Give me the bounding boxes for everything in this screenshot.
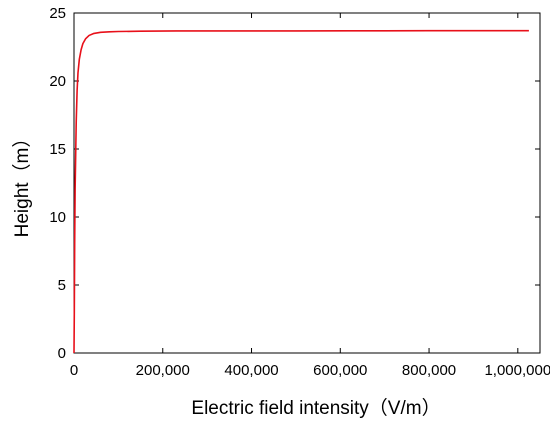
x-tick-label: 600,000 xyxy=(313,362,367,379)
series-group xyxy=(73,29,529,354)
x-tick-label: 800,000 xyxy=(402,362,456,379)
y-tick-label: 25 xyxy=(49,5,66,22)
plot-area-frame xyxy=(73,12,541,354)
x-tick-label: 0 xyxy=(70,362,78,379)
x-axis-label: Electric field intensity（V/m） xyxy=(191,397,440,419)
x-tick-label: 200,000 xyxy=(136,362,190,379)
y-tick-label: 5 xyxy=(58,277,66,294)
y-tick-label: 20 xyxy=(49,73,66,90)
y-tick-label: 0 xyxy=(58,345,66,362)
y-axis-label: Height（m） xyxy=(11,129,33,238)
x-tick-label: 400,000 xyxy=(224,362,278,379)
x-axis-ticks: 0 200,000 400,000 600,000 800,000 1,000,000 xyxy=(70,13,550,379)
y-axis-ticks: 0 5 10 15 20 25 xyxy=(49,5,540,362)
x-tick-label: 1,000,000 xyxy=(484,362,550,379)
y-tick-label: 10 xyxy=(49,209,66,226)
series-line-0 xyxy=(73,29,529,354)
y-tick-label: 15 xyxy=(49,141,66,158)
